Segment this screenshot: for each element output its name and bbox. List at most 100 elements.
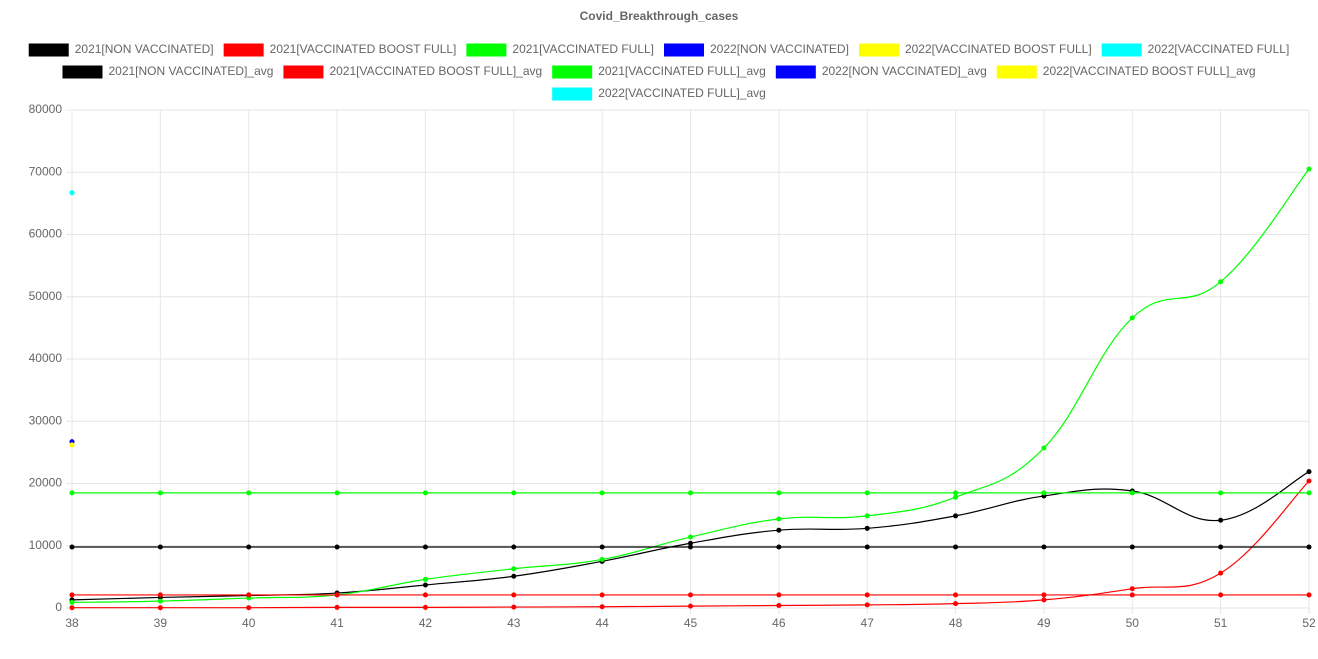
data-point xyxy=(864,544,870,550)
x-tick-label: 40 xyxy=(242,616,256,630)
data-point xyxy=(422,592,428,598)
x-tick-label: 51 xyxy=(1214,616,1228,630)
legend-swatch xyxy=(996,65,1037,79)
data-point xyxy=(1306,544,1312,550)
x-tick-label: 47 xyxy=(861,616,875,630)
data-point xyxy=(1041,592,1047,598)
data-point xyxy=(157,490,163,496)
data-point xyxy=(246,605,252,611)
data-point xyxy=(334,604,340,610)
data-point xyxy=(599,592,605,598)
data-point xyxy=(688,490,693,496)
data-point xyxy=(246,490,252,496)
x-tick-label: 48 xyxy=(949,616,963,630)
data-point xyxy=(157,592,163,598)
data-point xyxy=(688,544,693,550)
x-tick-label: 38 xyxy=(65,616,79,630)
data-point xyxy=(776,527,782,533)
data-point xyxy=(1129,544,1135,550)
legend-item: 2022[VACCINATED BOOST FULL]_avg xyxy=(996,64,1256,79)
y-tick-label: 60000 xyxy=(29,227,63,241)
x-tick-label: 44 xyxy=(595,616,609,630)
x-tick-label: 52 xyxy=(1302,616,1316,630)
data-point xyxy=(157,598,163,604)
data-point xyxy=(69,442,75,448)
data-point xyxy=(69,592,75,598)
data-point xyxy=(688,540,693,546)
data-point xyxy=(953,494,959,500)
legend-swatch xyxy=(466,43,507,57)
data-point xyxy=(422,576,428,582)
legend-item: 2021[NON VACCINATED]_avg xyxy=(62,64,273,79)
data-point xyxy=(1218,490,1224,496)
data-point xyxy=(688,592,693,598)
data-point xyxy=(1218,544,1224,550)
data-point xyxy=(334,544,340,550)
legend-swatch xyxy=(1101,43,1142,57)
data-point xyxy=(953,544,959,550)
y-tick-label: 20000 xyxy=(29,476,63,490)
data-point xyxy=(69,605,75,611)
legend-swatch xyxy=(223,43,264,57)
data-point xyxy=(864,592,870,598)
legend-label: 2021[VACCINATED FULL] xyxy=(512,42,654,56)
legend-item: 2022[NON VACCINATED]_avg xyxy=(775,64,987,79)
data-point xyxy=(69,190,75,196)
y-tick-label: 0 xyxy=(55,600,62,614)
data-point xyxy=(422,582,428,588)
data-point xyxy=(1041,544,1047,550)
data-point xyxy=(511,490,517,496)
legend-item: 2022[VACCINATED BOOST FULL] xyxy=(858,42,1092,57)
data-point xyxy=(246,592,252,598)
x-tick-label: 49 xyxy=(1037,616,1051,630)
data-point xyxy=(953,592,959,598)
data-point xyxy=(69,599,75,605)
legend-swatch xyxy=(552,65,593,79)
data-point xyxy=(511,544,517,550)
data-point xyxy=(953,601,959,607)
legend-label: 2021[VACCINATED BOOST FULL] xyxy=(270,42,457,56)
y-tick-label: 80000 xyxy=(29,102,63,116)
legend-item: 2022[NON VACCINATED] xyxy=(664,42,849,57)
legend-swatch xyxy=(775,65,816,79)
data-point xyxy=(334,592,340,598)
legend-label: 2021[VACCINATED FULL]_avg xyxy=(598,64,766,78)
data-point xyxy=(1218,279,1224,285)
y-tick-label: 30000 xyxy=(29,413,63,427)
data-point xyxy=(157,544,163,550)
data-point xyxy=(69,544,75,550)
data-point xyxy=(864,525,870,531)
data-point xyxy=(1218,592,1224,598)
data-point xyxy=(864,490,870,496)
legend-label: 2022[VACCINATED BOOST FULL]_avg xyxy=(1043,64,1256,78)
data-point xyxy=(688,603,693,609)
data-point xyxy=(599,604,605,610)
legend-label: 2022[NON VACCINATED] xyxy=(710,42,849,56)
data-point xyxy=(157,605,163,611)
x-tick-label: 42 xyxy=(419,616,433,630)
data-point xyxy=(1306,469,1312,475)
data-point xyxy=(1041,445,1047,451)
legend-item: 2022[VACCINATED FULL] xyxy=(1101,42,1289,57)
data-point xyxy=(511,592,517,598)
data-point xyxy=(776,516,782,522)
data-point xyxy=(511,566,517,572)
y-tick-label: 10000 xyxy=(29,538,63,552)
chart-title: Covid_Breakthrough_cases xyxy=(580,9,739,23)
legend-item: 2021[VACCINATED FULL]_avg xyxy=(552,64,766,79)
data-point xyxy=(511,604,517,610)
legend-item: 2022[VACCINATED FULL]_avg xyxy=(552,86,766,101)
data-point xyxy=(1306,490,1312,496)
y-tick-label: 40000 xyxy=(29,351,63,365)
legend-swatch xyxy=(858,43,899,57)
x-tick-label: 43 xyxy=(507,616,521,630)
data-point xyxy=(776,592,782,598)
x-tick-label: 50 xyxy=(1126,616,1140,630)
data-point xyxy=(1129,315,1135,321)
x-tick-label: 45 xyxy=(684,616,698,630)
legend-swatch xyxy=(664,43,704,57)
data-point xyxy=(599,544,605,550)
x-tick-label: 41 xyxy=(330,616,344,630)
data-point xyxy=(1306,592,1312,598)
